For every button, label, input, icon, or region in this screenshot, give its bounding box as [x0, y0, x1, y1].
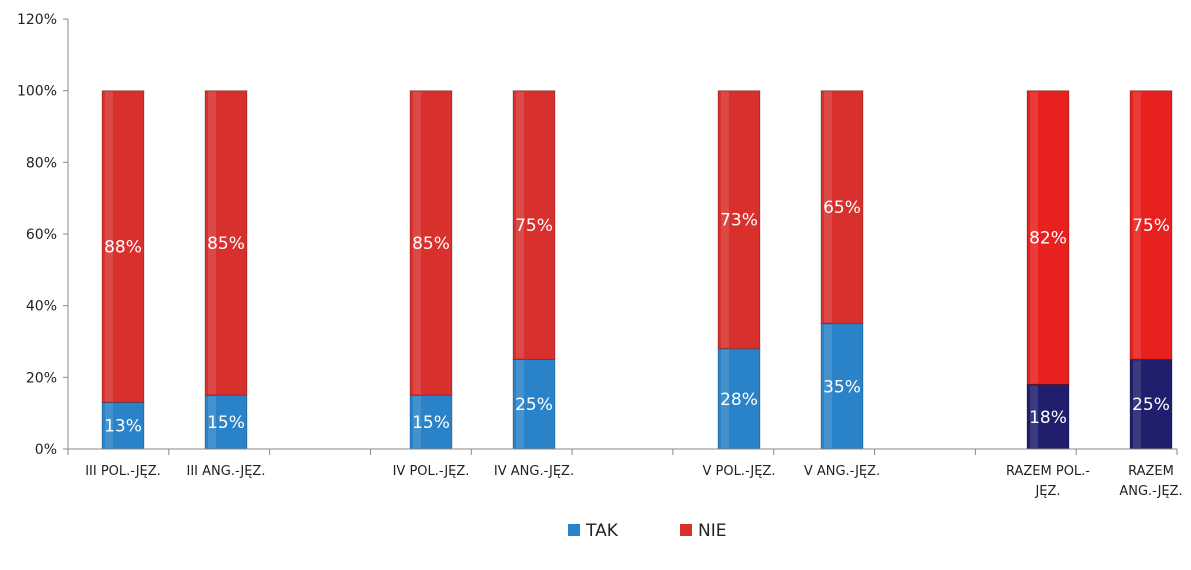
bar-segment-nie: [717, 90, 761, 350]
data-label: 13%: [104, 417, 142, 437]
y-tick-label: 20%: [26, 370, 57, 386]
bar-segment-tak: [101, 401, 145, 450]
data-label: 18%: [1029, 408, 1067, 428]
y-axis: 0% 20% 40% 60% 80% 100% 120%: [17, 12, 69, 458]
bar-segment-nie: [1026, 90, 1070, 386]
category-label: RAZEM POL.-JĘZ.: [1006, 464, 1090, 499]
legend-label-tak: TAK: [585, 521, 619, 541]
data-label: 25%: [1132, 395, 1170, 415]
data-label: 75%: [1132, 216, 1170, 236]
category-label: V ANG.-JĘZ.: [804, 464, 880, 479]
bar-highlight: [105, 403, 113, 448]
bar-highlight: [413, 396, 421, 448]
data-label: 35%: [823, 377, 861, 397]
y-tick-label: 40%: [26, 299, 57, 315]
bar-highlight: [1133, 91, 1141, 359]
data-label: 28%: [720, 390, 758, 410]
y-tick-label: 0%: [35, 442, 57, 458]
legend-swatch-tak: [568, 524, 580, 536]
data-label: 73%: [720, 211, 758, 231]
y-tick-label: 60%: [26, 227, 57, 243]
data-label: 85%: [412, 234, 450, 254]
legend-swatch-nie: [680, 524, 692, 536]
bar-segment-nie: [101, 90, 145, 403]
bar-highlight: [721, 91, 729, 348]
category-label: IV POL.-JĘZ.: [393, 464, 470, 479]
data-label: 75%: [515, 216, 553, 236]
y-tick-label: 80%: [26, 155, 57, 171]
bar-segment-tak: [717, 348, 761, 450]
bar-segment-tak: [820, 323, 864, 450]
bar-highlight: [516, 91, 524, 359]
y-tick-label: 100%: [17, 84, 57, 100]
bar-segment-nie: [409, 90, 453, 396]
data-label: 85%: [207, 234, 245, 254]
bar-highlight: [1030, 91, 1038, 384]
legend: TAK NIE: [568, 521, 726, 541]
y-tick-label: 120%: [17, 12, 57, 28]
category-label: III ANG.-JĘZ.: [187, 464, 266, 479]
data-label: 88%: [104, 238, 142, 258]
bar-segment-tak: [512, 358, 556, 450]
category-label: RAZEM ANG.-JĘZ.: [1119, 464, 1182, 499]
bar-segment-nie: [204, 90, 248, 396]
bar-highlight: [824, 324, 832, 448]
data-label: 82%: [1029, 229, 1067, 249]
data-label: 15%: [412, 413, 450, 433]
legend-label-nie: NIE: [698, 521, 726, 541]
bar-highlight: [413, 91, 421, 395]
data-label: 65%: [823, 198, 861, 218]
x-axis: III POL.-JĘZ. III ANG.-JĘZ. IV POL.-JĘZ. IV…: [67, 448, 1183, 499]
category-label: III POL.-JĘZ.: [85, 464, 161, 479]
bar-highlight: [1133, 360, 1141, 448]
bar-segment-nie: [512, 90, 556, 360]
bars-layer: 13% 88% 15% 85% 15% 85% 25% 75% 28% 73% 35% 65% 18% 8…: [101, 90, 1173, 450]
category-label: V POL.-JĘZ.: [703, 464, 776, 479]
bar-highlight: [105, 91, 113, 402]
bar-segment-tak: [1129, 358, 1173, 450]
data-label: 15%: [207, 413, 245, 433]
bar-highlight: [721, 349, 729, 448]
bar-highlight: [208, 91, 216, 395]
data-label: 25%: [515, 395, 553, 415]
bar-segment-nie: [1129, 90, 1173, 360]
bar-highlight: [208, 396, 216, 448]
category-label: IV ANG.-JĘZ.: [494, 464, 574, 479]
bar-segment-nie: [820, 90, 864, 325]
bar-highlight: [824, 91, 832, 323]
bar-highlight: [516, 360, 524, 448]
bar-highlight: [1030, 385, 1038, 448]
